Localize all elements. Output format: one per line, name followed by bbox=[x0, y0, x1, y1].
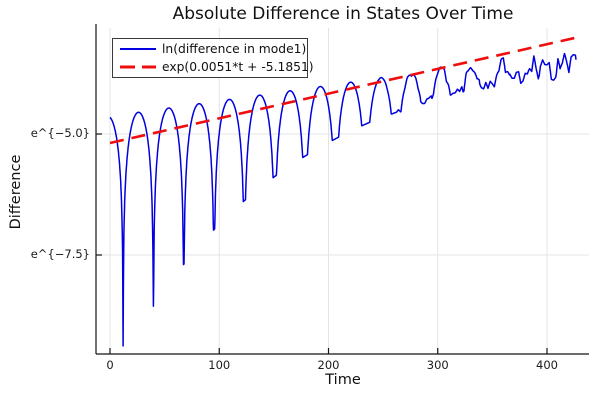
y-tick-label: e^{−5.0} bbox=[30, 126, 90, 140]
x-tick-label: 100 bbox=[208, 358, 231, 372]
legend-label: ln(difference in mode1) bbox=[162, 41, 307, 56]
y-tick-label: e^{−7.5} bbox=[30, 247, 90, 261]
legend-label: exp(0.0051*t + -5.1851) bbox=[162, 59, 314, 74]
legend-entry-ln-difference: ln(difference in mode1) bbox=[119, 40, 307, 58]
x-tick-label: 300 bbox=[426, 358, 449, 372]
blue-line-icon bbox=[120, 48, 156, 50]
x-tick-label: 0 bbox=[106, 358, 114, 372]
series-line-exp-fit bbox=[109, 35, 581, 145]
legend-entry-exp-fit: exp(0.0051*t + -5.1851) bbox=[119, 58, 314, 76]
chart-title: Absolute Difference in States Over Time bbox=[172, 4, 514, 24]
x-axis-label: Time bbox=[325, 372, 361, 388]
x-tick-label: 400 bbox=[536, 358, 558, 372]
red-dashed-line-icon bbox=[120, 65, 156, 69]
x-tick-label: 200 bbox=[317, 358, 340, 372]
legend: ln(difference in mode1) exp(0.0051*t + -… bbox=[112, 38, 314, 78]
series-line-ln-difference bbox=[109, 52, 577, 347]
